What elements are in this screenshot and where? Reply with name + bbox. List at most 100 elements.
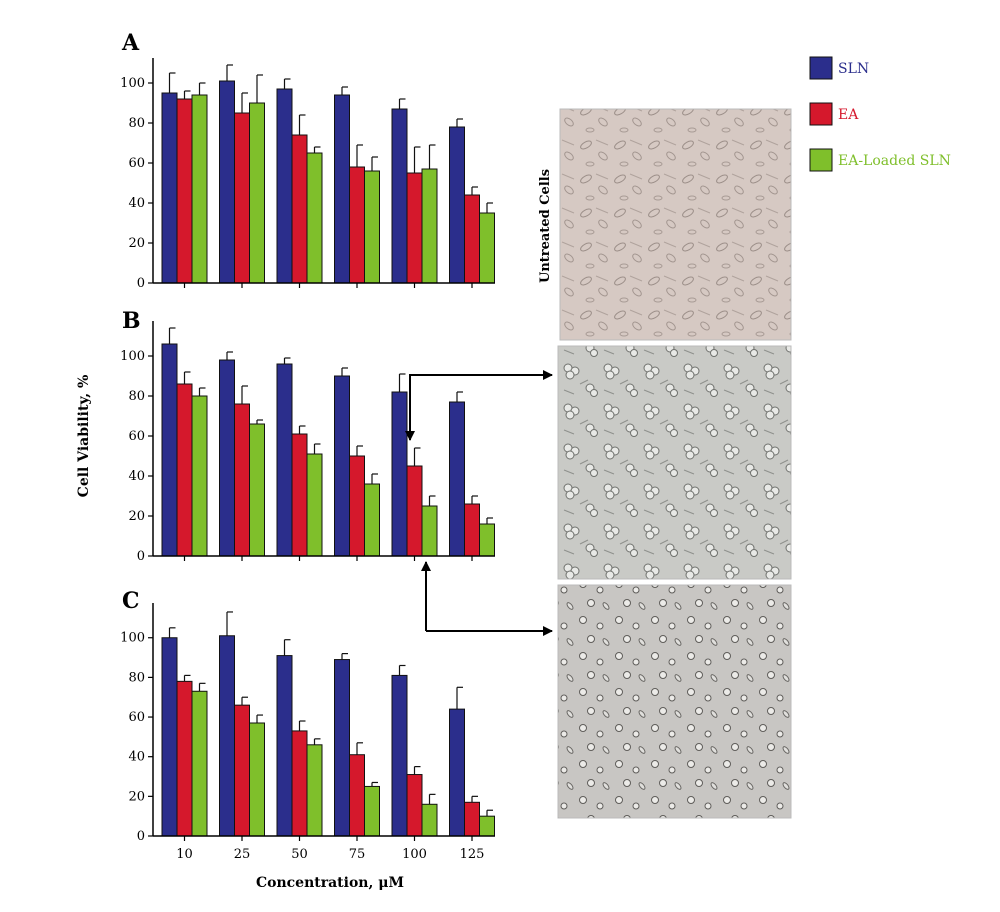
y-tick-label: 80 — [128, 116, 145, 131]
y-tick-label: 60 — [128, 429, 145, 444]
bar-b-ea-loaded-sln-25 — [249, 423, 265, 557]
y-tick-label: 100 — [120, 76, 145, 91]
legend-swatch-ea-loaded-sln — [809, 148, 833, 172]
bar-c-ea-loaded-sln-50 — [306, 744, 323, 837]
y-tick-label: 80 — [128, 389, 145, 404]
panel-c-chart: C 0 20 40 60 80 100 10 25 50 75 100 125 — [120, 588, 495, 862]
y-tick-label: 20 — [128, 509, 145, 524]
untreated-cells-label: Untreated Cells — [538, 169, 553, 283]
bar-c-ea-75 — [349, 754, 365, 837]
legend-swatch-sln — [809, 56, 833, 80]
bar-a-sln-125 — [449, 126, 465, 284]
legend: SLN EA EA-Loaded SLN — [809, 56, 951, 172]
bar-c-ea-125 — [464, 801, 480, 837]
bar-b-ea-loaded-sln-10 — [191, 395, 208, 557]
bar-c-ea-50 — [291, 730, 308, 837]
bar-b-sln-25 — [219, 359, 235, 557]
bar-b-sln-10 — [161, 343, 178, 557]
panel-letter-c: C — [122, 588, 140, 614]
bar-c-ea-100 — [406, 774, 423, 837]
panel-b-chart: B 0 20 40 60 80 100 — [120, 308, 495, 564]
bar-a-ea-loaded-sln-100 — [421, 168, 438, 284]
y-tick-label: 20 — [128, 789, 145, 804]
bar-a-sln-50 — [276, 88, 293, 284]
bar-b-ea-loaded-sln-125 — [479, 523, 495, 557]
bar-a-sln-25 — [219, 80, 235, 284]
bar-a-ea-loaded-sln-25 — [249, 102, 265, 284]
y-tick-label: 100 — [120, 631, 145, 646]
x-tick-label: 10 — [176, 847, 193, 862]
microscopy-image-middle — [557, 345, 792, 580]
microscopy-image-untreated — [559, 108, 792, 341]
bar-c-sln-125 — [449, 708, 465, 837]
bar-a-sln-100 — [391, 108, 408, 284]
y-tick-label: 40 — [128, 750, 145, 765]
y-tick-label: 0 — [137, 549, 145, 564]
x-tick-label: 75 — [349, 847, 366, 862]
bar-b-ea-125 — [464, 503, 480, 557]
y-axis-title: Cell Viability, % — [76, 375, 92, 498]
x-tick-label: 125 — [460, 847, 485, 862]
arrow-to-bottom-image — [421, 561, 553, 636]
legend-label-ea: EA — [838, 107, 859, 123]
x-tick-label: 100 — [402, 847, 427, 862]
bar-a-sln-10 — [161, 92, 178, 284]
bar-c-ea-10 — [176, 680, 193, 837]
bar-b-sln-100 — [391, 391, 408, 557]
legend-label-ea-loaded-sln: EA-Loaded SLN — [838, 153, 951, 169]
bar-a-ea-75 — [349, 166, 365, 284]
x-axis-title: Concentration, μM — [256, 875, 404, 891]
bar-a-sln-75 — [334, 94, 350, 284]
bar-b-sln-50 — [276, 363, 293, 557]
bar-a-ea-50 — [291, 134, 308, 284]
bar-b-sln-125 — [449, 401, 465, 557]
bar-b-ea-50 — [291, 433, 308, 557]
panel-letter-b: B — [122, 308, 141, 334]
y-tick-label: 80 — [128, 670, 145, 685]
panel-a-chart: A 0 20 40 60 80 100 — [120, 30, 495, 291]
bar-a-ea-loaded-sln-125 — [479, 212, 495, 284]
bar-b-ea-loaded-sln-75 — [364, 483, 380, 557]
y-tick-label: 40 — [128, 196, 145, 211]
bar-b-ea-75 — [349, 455, 365, 557]
y-tick-label: 100 — [120, 349, 145, 364]
bar-b-ea-10 — [176, 383, 193, 557]
bar-b-ea-25 — [234, 403, 250, 557]
y-tick-label: 0 — [137, 276, 145, 291]
bar-a-ea-loaded-sln-75 — [364, 170, 380, 284]
bar-b-ea-loaded-sln-50 — [306, 453, 323, 557]
bar-a-ea-125 — [464, 194, 480, 284]
bar-c-ea-25 — [234, 704, 250, 837]
y-tick-label: 20 — [128, 236, 145, 251]
bar-a-ea-100 — [406, 172, 423, 284]
bar-c-sln-25 — [219, 635, 235, 837]
bar-c-sln-75 — [334, 659, 350, 837]
bar-c-sln-100 — [391, 674, 408, 837]
bar-a-ea-loaded-sln-50 — [306, 152, 323, 284]
bar-c-sln-50 — [276, 655, 293, 837]
bar-c-ea-loaded-sln-125 — [479, 815, 495, 837]
bar-c-ea-loaded-sln-10 — [191, 690, 208, 837]
y-tick-label: 60 — [128, 710, 145, 725]
legend-label-sln: SLN — [838, 61, 869, 77]
bar-b-sln-75 — [334, 375, 350, 557]
x-tick-label: 50 — [291, 847, 308, 862]
microscopy-image-bottom — [557, 584, 792, 819]
y-tick-label: 40 — [128, 469, 145, 484]
y-tick-label: 0 — [137, 829, 145, 844]
legend-swatch-ea — [809, 102, 833, 126]
panel-letter-a: A — [121, 30, 140, 56]
bar-c-ea-loaded-sln-75 — [364, 785, 380, 837]
bar-c-sln-10 — [161, 637, 178, 837]
bar-b-ea-loaded-sln-100 — [421, 505, 438, 557]
bar-b-ea-100 — [406, 465, 423, 557]
bar-c-ea-loaded-sln-25 — [249, 722, 265, 837]
bar-a-ea-10 — [176, 98, 193, 284]
bar-a-ea-loaded-sln-10 — [191, 94, 208, 284]
bar-c-ea-loaded-sln-100 — [421, 803, 438, 837]
arrow-to-middle-image — [405, 370, 553, 441]
bar-a-ea-25 — [234, 112, 250, 284]
x-tick-label: 25 — [234, 847, 251, 862]
y-tick-label: 60 — [128, 156, 145, 171]
